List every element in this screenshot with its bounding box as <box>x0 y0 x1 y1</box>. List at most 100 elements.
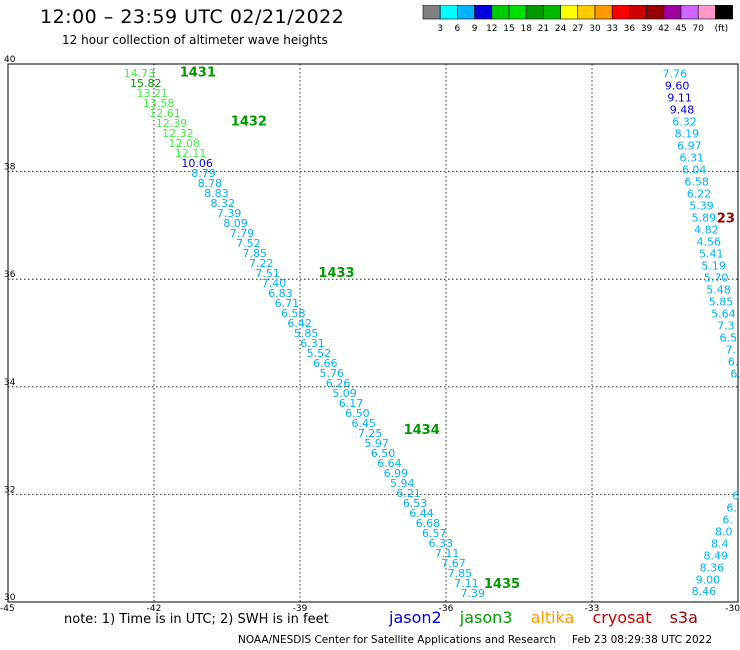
pass-time-label: 1431 <box>180 66 216 81</box>
track-a-value-label: 7.39 <box>217 207 242 220</box>
y-tick-label: 36 <box>4 270 16 280</box>
satellite-legend: jason2 jason3 altika cryosat s3a <box>389 608 711 627</box>
track-a-value-label: 6.57 <box>422 527 447 540</box>
x-tick-label: -45 <box>0 604 15 614</box>
track-a-value-label: 6.26 <box>326 377 351 390</box>
track-a-value-label: 7.85 <box>243 247 268 260</box>
track-a-value-label: 7.11 <box>454 577 479 590</box>
track-b-value-label: 6.58 <box>684 176 709 189</box>
track-a-value-label: 12.11 <box>175 147 207 160</box>
track-a-value-label: 6.68 <box>416 517 441 530</box>
y-tick-label: 38 <box>4 163 16 173</box>
track-a-value-label: 5.09 <box>332 387 357 400</box>
x-tick-label: -36 <box>439 604 454 614</box>
track-a-value-label: 8.09 <box>223 217 248 230</box>
colorbar-tick-label: 45 <box>675 24 686 34</box>
track-c-value-label: 8.36 <box>700 561 725 574</box>
track-a-value-label: 7.11 <box>435 547 460 560</box>
track-b-value-label: 5.39 <box>689 200 714 213</box>
track-a-value-label: 6.83 <box>268 287 293 300</box>
track-c-value-label: 8.49 <box>704 549 729 562</box>
track-b-value-label: 8.19 <box>675 128 700 141</box>
x-tick-label: -39 <box>293 604 308 614</box>
track-a-value-label: 10.06 <box>181 157 213 170</box>
colorbar-tick-label: 6 <box>455 24 461 34</box>
track-b-value-label: 5.89 <box>692 212 717 225</box>
plot-frame <box>7 63 739 603</box>
track-a-value-label: 8.78 <box>198 177 223 190</box>
track-a-value-label: 6.64 <box>377 457 402 470</box>
legend-cryosat: cryosat <box>592 608 652 627</box>
track-a-value-label: 13.58 <box>143 97 175 110</box>
generated-timestamp: Feb 23 08:29:38 UTC 2022 <box>572 634 712 646</box>
track-a-value-label: 5.97 <box>364 437 389 450</box>
x-tick-label: -30 <box>725 604 740 614</box>
track-b-value-label: 6.97 <box>677 140 702 153</box>
track-a-value-label: 6.17 <box>339 397 364 410</box>
track-c-value-label: 6 <box>732 489 739 502</box>
credit-text: NOAA/NESDIS Center for Satellite Applica… <box>238 634 556 646</box>
colorbar-tick-label: 42 <box>658 24 669 34</box>
track-b-value-label: 7.3 <box>717 319 735 332</box>
track-a-value-label: 6.50 <box>345 407 370 420</box>
track-b-value-label: 6.5 <box>720 331 738 344</box>
track-a-value-label: 7.51 <box>255 267 280 280</box>
track-a-value-label: 5.94 <box>390 477 415 490</box>
track-c-value-label: 8.0 <box>715 525 733 538</box>
track-a-value-label: 6.45 <box>352 417 377 430</box>
colorbar-tick-label: 9 <box>472 24 478 34</box>
colorbar-tick-label: (ft) <box>715 24 729 34</box>
colorbar-tick-label: 24 <box>555 24 567 34</box>
track-a-value-label: 6.44 <box>409 507 434 520</box>
track-a-value-label: 6.66 <box>313 357 338 370</box>
track-a-value-label: 7.39 <box>461 587 486 600</box>
colorbar-tick-label: 36 <box>624 24 636 34</box>
track-a-value-label: 7.52 <box>236 237 261 250</box>
track-a-value-label: 13.21 <box>136 87 168 100</box>
colorbar-tick-label: 70 <box>692 24 704 34</box>
colorbar-tick-label: 39 <box>641 24 653 34</box>
track-a-value-label: 6.53 <box>403 497 428 510</box>
page-subtitle: 12 hour collection of altimeter wave hei… <box>62 33 328 47</box>
track-a-value-label: 7.67 <box>441 557 466 570</box>
track-b-value-label: 6.32 <box>672 116 697 129</box>
track-b-value-label: 6.31 <box>680 152 705 165</box>
track-b-value-label: 9.60 <box>665 80 690 93</box>
track-a-value-label: 7.22 <box>249 257 274 270</box>
colorbar-tick-label: 12 <box>486 24 497 34</box>
colorbar-tick-label: 18 <box>520 24 532 34</box>
track-b-value-label: 6.22 <box>687 188 712 201</box>
colorbar-swatch <box>715 5 733 20</box>
colorbar-tick-label: 33 <box>606 24 617 34</box>
track-a-value-label: 8.79 <box>191 167 216 180</box>
track-c-value-label: 8.4 <box>711 537 729 550</box>
track-a-value-label: 5.85 <box>294 327 319 340</box>
colorbar-tick-label: 21 <box>538 24 549 34</box>
track-c-value-label: 9.00 <box>696 573 721 586</box>
track-c-value-label: 6. <box>726 501 737 514</box>
track-a-value-label: 12.32 <box>162 127 194 140</box>
legend-s3a: s3a <box>669 608 698 627</box>
track-a-value-label: 6.31 <box>300 337 325 350</box>
track-a-value-label: 12.08 <box>169 137 201 150</box>
track-b-value-label: 4.82 <box>694 224 719 237</box>
track-a-value-label: 8.83 <box>204 187 229 200</box>
track-a-value-label: 7.85 <box>448 567 473 580</box>
x-tick-label: -33 <box>585 604 600 614</box>
track-b-value-label: 6. <box>730 367 740 380</box>
track-a-value-label: 12.39 <box>156 117 188 130</box>
track-b-value-label: 9.48 <box>670 104 695 117</box>
units-note: note: 1) Time is in UTC; 2) SWH is in fe… <box>64 612 329 627</box>
track-b-value-label: 5.70 <box>704 271 729 284</box>
color-scale-legend: 3 6 9 12 15 18 21 24 27 30 33 36 39 42 45 70 (ft) <box>422 5 733 34</box>
y-tick-label: 30 <box>4 593 16 603</box>
track-a-value-label: 15.82 <box>130 77 162 90</box>
track-b-value-label: 5.64 <box>711 307 736 320</box>
track-a-value-label: 6.99 <box>384 467 409 480</box>
pass-time-label: 1434 <box>404 423 440 438</box>
track-b-value-label: 5.48 <box>706 283 731 296</box>
pass-time-label: 1435 <box>484 577 520 592</box>
legend-altika: altika <box>530 608 575 627</box>
track-a-value-label: 14.73 <box>124 67 156 80</box>
